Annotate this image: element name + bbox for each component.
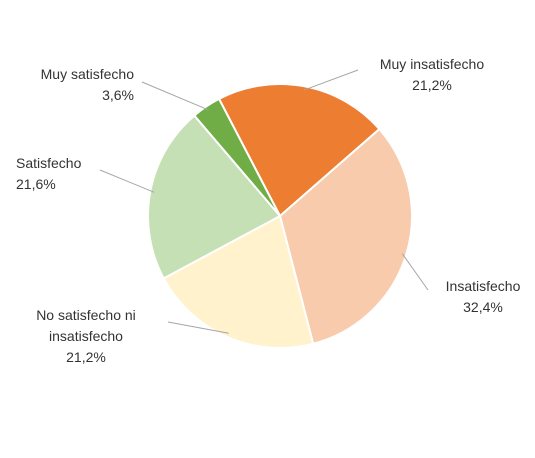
label-insatisfecho-category: Insatisfecho bbox=[445, 278, 521, 294]
label-no-satisfecho-line1: No satisfecho ni bbox=[36, 307, 136, 323]
leader-line-satisfecho bbox=[99, 169, 155, 193]
label-insatisfecho-value: 32,4% bbox=[463, 299, 503, 315]
pie-slice-insatisfecho bbox=[278, 127, 413, 345]
label-muy-insatisfecho: Muy insatisfecho 21,2% bbox=[352, 54, 512, 96]
pie-slice-muy-satisfecho bbox=[192, 97, 281, 217]
pie-slice-muy-insatisfecho bbox=[217, 83, 381, 218]
label-muy-satisfecho-category: Muy satisfecho bbox=[40, 66, 134, 82]
label-satisfecho: Satisfecho 21,6% bbox=[16, 153, 116, 195]
label-muy-satisfecho-value: 3,6% bbox=[102, 87, 134, 103]
leader-line-insatisfecho bbox=[401, 253, 429, 291]
pie-slice-no-satisfecho-ni-insatisfecho bbox=[162, 214, 315, 349]
label-insatisfecho: Insatisfecho 32,4% bbox=[428, 276, 535, 318]
leader-line-muy-satisfecho bbox=[141, 81, 209, 111]
leader-line-no-satisfecho-ni-insatisfecho bbox=[167, 321, 229, 334]
label-no-satisfecho-ni-insatisfecho: No satisfecho ni insatisfecho 21,2% bbox=[6, 305, 166, 368]
label-satisfecho-value: 21,6% bbox=[16, 176, 56, 192]
label-satisfecho-category: Satisfecho bbox=[16, 155, 82, 171]
leader-line-muy-insatisfecho bbox=[303, 69, 359, 91]
label-muy-insatisfecho-value: 21,2% bbox=[412, 77, 452, 93]
label-no-satisfecho-line2: insatisfecho bbox=[49, 328, 123, 344]
label-muy-satisfecho: Muy satisfecho 3,6% bbox=[20, 64, 134, 106]
pie-slice-satisfecho bbox=[147, 114, 282, 280]
label-no-satisfecho-value: 21,2% bbox=[66, 349, 106, 365]
label-muy-insatisfecho-category: Muy insatisfecho bbox=[379, 56, 485, 72]
